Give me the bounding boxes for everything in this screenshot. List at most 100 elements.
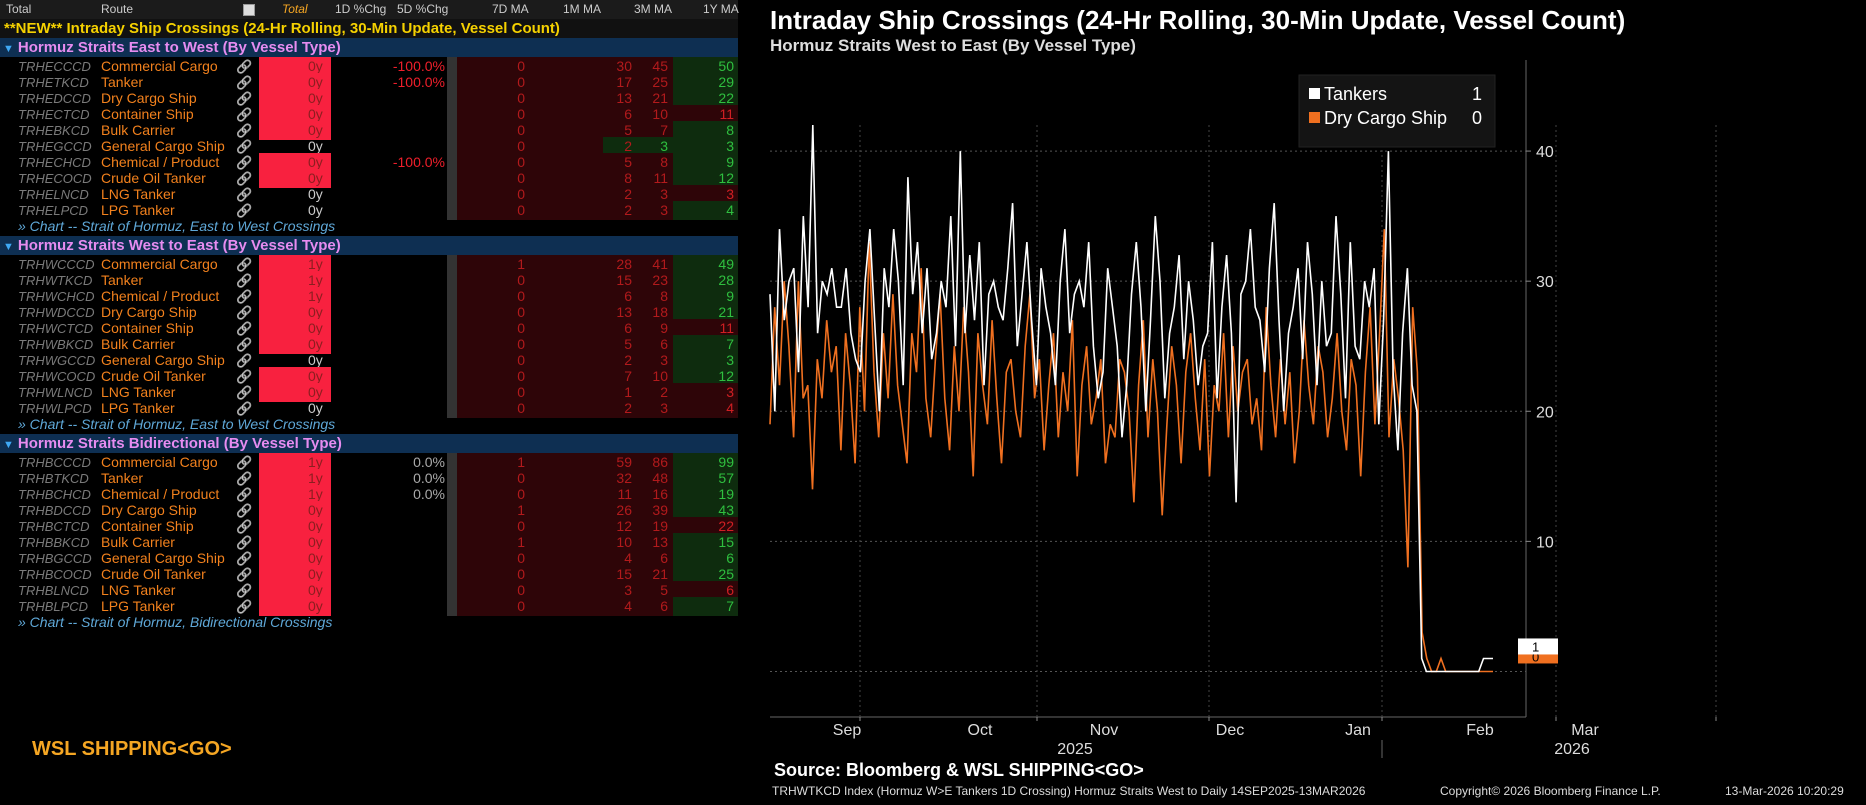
header-1d-chg[interactable]: 1D %Chg bbox=[335, 2, 387, 16]
link-icon[interactable]: 🔗 bbox=[236, 59, 253, 74]
link-icon[interactable]: 🔗 bbox=[236, 487, 253, 502]
link-icon[interactable]: 🔗 bbox=[236, 385, 253, 400]
row-vessel-name[interactable]: Chemical / Product bbox=[101, 288, 220, 304]
row-ticker[interactable]: TRHWTKCD bbox=[18, 273, 93, 288]
row-ticker[interactable]: TRHETKCD bbox=[18, 75, 89, 90]
row-vessel-name[interactable]: LNG Tanker bbox=[101, 186, 176, 202]
row-ticker[interactable]: TRHWCHCD bbox=[18, 289, 95, 304]
link-icon[interactable]: 🔗 bbox=[236, 171, 253, 186]
link-icon[interactable]: 🔗 bbox=[236, 369, 253, 384]
row-vessel-name[interactable]: Chemical / Product bbox=[101, 154, 220, 170]
link-icon[interactable]: 🔗 bbox=[236, 203, 253, 218]
link-icon[interactable]: 🔗 bbox=[236, 567, 253, 582]
table-row[interactable]: TRHBBKCD Bulk Carrier 🔗 0y 1 10 13 15 bbox=[0, 533, 738, 552]
row-vessel-name[interactable]: Container Ship bbox=[101, 518, 194, 534]
link-icon[interactable]: 🔗 bbox=[236, 75, 253, 90]
table-row[interactable]: TRHEBKCD Bulk Carrier 🔗 0y 0 5 7 8 bbox=[0, 121, 738, 140]
row-vessel-name[interactable]: LPG Tanker bbox=[101, 400, 175, 416]
row-ticker[interactable]: TRHELNCD bbox=[18, 187, 89, 202]
table-row[interactable]: TRHECOCD Crude Oil Tanker 🔗 0y 0 8 11 12 bbox=[0, 169, 738, 188]
link-icon[interactable]: 🔗 bbox=[236, 321, 253, 336]
row-ticker[interactable]: TRHEDCCD bbox=[18, 91, 91, 106]
row-ticker[interactable]: TRHECCCD bbox=[18, 59, 91, 74]
link-icon[interactable]: 🔗 bbox=[236, 401, 253, 416]
table-row[interactable]: TRHWTKCD Tanker 🔗 1y 0 15 23 28 bbox=[0, 271, 738, 290]
header-1m-ma[interactable]: 1M MA bbox=[563, 2, 602, 16]
row-ticker[interactable]: TRHECHCD bbox=[18, 155, 91, 170]
link-icon[interactable]: 🔗 bbox=[236, 305, 253, 320]
row-ticker[interactable]: TRHBGCCD bbox=[18, 551, 92, 566]
header-5d-chg[interactable]: 5D %Chg bbox=[397, 2, 449, 16]
link-icon[interactable]: 🔗 bbox=[236, 471, 253, 486]
table-row[interactable]: TRHBCOCD Crude Oil Tanker 🔗 0y 0 15 21 25 bbox=[0, 565, 738, 584]
row-ticker[interactable]: TRHWLNCD bbox=[18, 385, 93, 400]
row-ticker[interactable]: TRHWCCCD bbox=[18, 257, 95, 272]
group-header[interactable]: ▼ Hormuz Straits Bidirectional (By Vessel… bbox=[0, 434, 738, 453]
row-ticker[interactable]: TRHECOCD bbox=[18, 171, 92, 186]
link-icon[interactable]: 🔗 bbox=[236, 455, 253, 470]
table-row[interactable]: TRHBCHCD Chemical / Product 🔗 1y 0.0% 0 11 16 19 bbox=[0, 485, 738, 504]
row-ticker[interactable]: TRHBCCCD bbox=[18, 455, 91, 470]
table-row[interactable]: TRHBCCCD Commercial Cargo 🔗 1y 0.0% 1 59 86 99 bbox=[0, 453, 738, 472]
link-icon[interactable]: 🔗 bbox=[236, 91, 253, 106]
link-icon[interactable]: 🔗 bbox=[236, 519, 253, 534]
row-ticker[interactable]: TRHEGCCD bbox=[18, 139, 92, 154]
link-icon[interactable]: 🔗 bbox=[236, 353, 253, 368]
table-row[interactable]: TRHEDCCD Dry Cargo Ship 🔗 0y 0 13 21 22 bbox=[0, 89, 738, 108]
header-total-dropdown[interactable]: Total bbox=[282, 2, 308, 16]
row-vessel-name[interactable]: Bulk Carrier bbox=[101, 122, 175, 138]
table-row[interactable]: TRHWCOCD Crude Oil Tanker 🔗 0y 0 7 10 12 bbox=[0, 367, 738, 386]
row-vessel-name[interactable]: Dry Cargo Ship bbox=[101, 502, 197, 518]
row-vessel-name[interactable]: Crude Oil Tanker bbox=[101, 368, 206, 384]
table-row[interactable]: TRHELPCD LPG Tanker 🔗 0y 0 2 3 4 bbox=[0, 201, 738, 220]
row-vessel-name[interactable]: Crude Oil Tanker bbox=[101, 566, 206, 582]
link-icon[interactable]: 🔗 bbox=[236, 583, 253, 598]
table-row[interactable]: TRHECCCD Commercial Cargo 🔗 0y -100.0% 0 30 45 5… bbox=[0, 57, 738, 76]
table-row[interactable]: TRHBTKCD Tanker 🔗 1y 0.0% 0 32 48 57 bbox=[0, 469, 738, 488]
row-vessel-name[interactable]: LPG Tanker bbox=[101, 202, 175, 218]
row-ticker[interactable]: TRHELPCD bbox=[18, 203, 89, 218]
row-ticker[interactable]: TRHWCOCD bbox=[18, 369, 96, 384]
link-icon[interactable]: 🔗 bbox=[236, 289, 253, 304]
collapse-arrow-icon[interactable]: ▼ bbox=[3, 439, 14, 451]
row-ticker[interactable]: TRHBCHCD bbox=[18, 487, 91, 502]
link-icon[interactable]: 🔗 bbox=[236, 123, 253, 138]
row-vessel-name[interactable]: Bulk Carrier bbox=[101, 534, 175, 550]
row-vessel-name[interactable]: LNG Tanker bbox=[101, 384, 176, 400]
row-ticker[interactable]: TRHBLPCD bbox=[18, 599, 89, 614]
row-vessel-name[interactable]: Tanker bbox=[101, 470, 144, 486]
table-row[interactable]: TRHBCTCD Container Ship 🔗 0y 0 12 19 22 bbox=[0, 517, 738, 536]
chart-link[interactable]: » Chart -- Strait of Hormuz, East to Wes… bbox=[18, 218, 336, 234]
row-vessel-name[interactable]: Crude Oil Tanker bbox=[101, 170, 206, 186]
row-vessel-name[interactable]: Commercial Cargo bbox=[101, 454, 218, 470]
row-vessel-name[interactable]: Chemical / Product bbox=[101, 486, 220, 502]
row-vessel-name[interactable]: Dry Cargo Ship bbox=[101, 304, 197, 320]
row-vessel-name[interactable]: Commercial Cargo bbox=[101, 58, 218, 74]
row-ticker[interactable]: TRHBBKCD bbox=[18, 535, 90, 550]
row-vessel-name[interactable]: Commercial Cargo bbox=[101, 256, 218, 272]
table-row[interactable]: TRHECHCD Chemical / Product 🔗 0y -100.0% 0 5 8 9 bbox=[0, 153, 738, 172]
table-row[interactable]: TRHWLNCD LNG Tanker 🔗 0y 0 1 2 3 bbox=[0, 383, 738, 402]
row-ticker[interactable]: TRHBTKCD bbox=[18, 471, 89, 486]
table-row[interactable]: TRHECTCD Container Ship 🔗 0y 0 6 10 11 bbox=[0, 105, 738, 124]
row-ticker[interactable]: TRHBCOCD bbox=[18, 567, 92, 582]
link-icon[interactable]: 🔗 bbox=[236, 273, 253, 288]
group-header[interactable]: ▼ Hormuz Straits East to West (By Vessel … bbox=[0, 38, 738, 57]
header-7d-ma[interactable]: 7D MA bbox=[492, 2, 529, 16]
table-row[interactable]: TRHWCTCD Container Ship 🔗 0y 0 6 9 11 bbox=[0, 319, 738, 338]
link-icon[interactable]: 🔗 bbox=[236, 139, 253, 154]
row-ticker[interactable]: TRHECTCD bbox=[18, 107, 90, 122]
table-row[interactable]: TRHWLPCD LPG Tanker 🔗 0y 0 2 3 4 bbox=[0, 399, 738, 418]
table-row[interactable]: TRHBLNCD LNG Tanker 🔗 0y 0 3 5 6 bbox=[0, 581, 738, 600]
row-ticker[interactable]: TRHWCTCD bbox=[18, 321, 94, 336]
row-vessel-name[interactable]: Container Ship bbox=[101, 106, 194, 122]
table-row[interactable]: TRHWDCCD Dry Cargo Ship 🔗 0y 0 13 18 21 bbox=[0, 303, 738, 322]
row-ticker[interactable]: TRHWDCCD bbox=[18, 305, 95, 320]
link-icon[interactable]: 🔗 bbox=[236, 257, 253, 272]
table-row[interactable]: TRHWGCCD General Cargo Ship 🔗 0y 0 2 3 3 bbox=[0, 351, 738, 370]
row-ticker[interactable]: TRHBDCCD bbox=[18, 503, 91, 518]
link-icon[interactable]: 🔗 bbox=[236, 107, 253, 122]
header-3m-ma[interactable]: 3M MA bbox=[634, 2, 673, 16]
chart-link[interactable]: » Chart -- Strait of Hormuz, East to Wes… bbox=[18, 416, 336, 432]
chart-link[interactable]: » Chart -- Strait of Hormuz, Bidirection… bbox=[18, 614, 333, 630]
